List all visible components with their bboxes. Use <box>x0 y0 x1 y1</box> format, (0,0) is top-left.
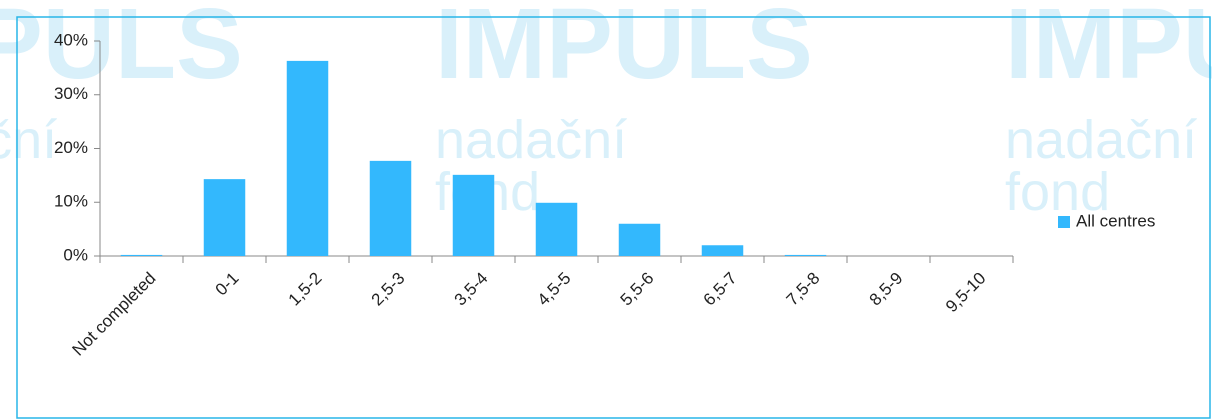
y-tick-label: 40% <box>54 30 88 49</box>
watermark-text: nadační <box>1005 110 1197 170</box>
x-tick-label: 4,5-5 <box>534 269 575 310</box>
bar <box>120 254 163 256</box>
legend-label: All centres <box>1076 211 1155 230</box>
watermark-logo: IMPULS <box>435 0 813 100</box>
watermark-logo: IMPULS <box>0 0 243 100</box>
y-tick-label: 0% <box>63 245 88 264</box>
x-tick-label: 9,5-10 <box>942 269 990 317</box>
y-tick-label: 20% <box>54 138 88 157</box>
x-tick-label: 7,5-8 <box>783 269 824 310</box>
chart-frame <box>16 16 1211 419</box>
bar <box>535 202 578 256</box>
watermark-logo: IMPULS <box>1005 0 1212 100</box>
watermarks: IMPULSnadačnífondIMPULSnadačnífondIMPULS… <box>0 0 1212 222</box>
bar <box>286 60 329 257</box>
bar <box>369 160 412 256</box>
bar <box>784 254 827 256</box>
watermark-text: nadační <box>0 110 57 170</box>
bar <box>203 179 246 256</box>
legend-swatch <box>1058 216 1070 228</box>
x-tick-label: 6,5-7 <box>700 269 741 310</box>
y-tick-label: 30% <box>54 84 88 103</box>
x-tick-label: 2,5-3 <box>368 269 409 310</box>
bar <box>452 174 495 256</box>
watermark-text: nadační <box>435 110 627 170</box>
x-tick-label: Not completed <box>69 269 160 360</box>
bar <box>701 245 744 256</box>
y-tick-label: 10% <box>54 192 88 211</box>
x-tick-label: 1,5-2 <box>285 269 326 310</box>
x-tick-label: 0-1 <box>212 269 243 300</box>
watermark-text: fond <box>1005 162 1110 222</box>
x-tick-label: 5,5-6 <box>617 269 658 310</box>
x-tick-label: 3,5-4 <box>451 269 492 310</box>
bar <box>618 223 661 256</box>
x-tick-label: 8,5-9 <box>866 269 907 310</box>
